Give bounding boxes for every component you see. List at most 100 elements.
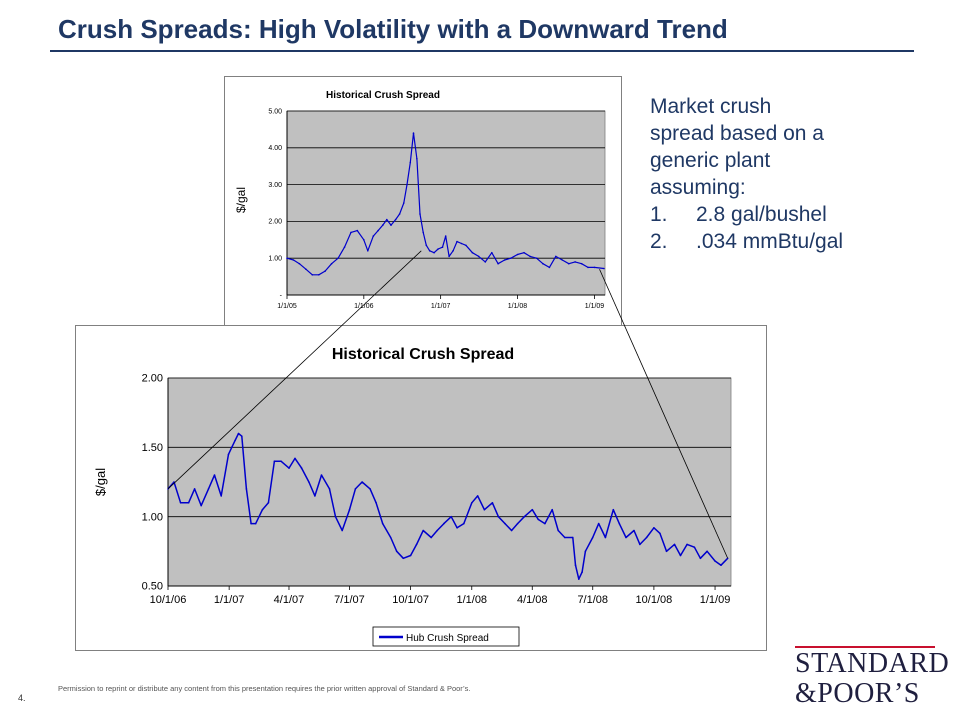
chart-overview-data-point — [394, 218, 397, 221]
chart-detail-data-point — [395, 550, 398, 553]
chart-detail-data-point — [564, 536, 566, 539]
chart-detail-data-point — [659, 532, 661, 535]
chart-overview-data-point — [363, 239, 365, 241]
chart-detail-data-point — [476, 495, 479, 497]
assumptions-note: Market crush spread based on a generic p… — [650, 93, 843, 255]
logo-rule — [795, 646, 935, 648]
footer-disclaimer: Permission to reprint or distribute any … — [58, 684, 471, 693]
chart-overview-panel: Historical Crush Spread $/gal - 1.00 2.00 3… — [224, 76, 622, 328]
note-list-number: 2. — [650, 230, 668, 253]
chart-detail-data-point — [581, 571, 583, 573]
chart-detail-data-point — [625, 536, 627, 539]
chart-detail-data-point — [369, 488, 371, 490]
chart-overview-data-point — [403, 202, 405, 204]
chart-detail-x-tick-label: 4/1/07 — [274, 594, 305, 606]
chart-detail-data-point — [241, 435, 243, 437]
chart-overview-data-point — [437, 248, 439, 250]
chart-detail-data-point — [261, 508, 264, 511]
chart-overview-data-point — [471, 251, 474, 254]
chart-overview-data-point — [330, 262, 333, 265]
chart-detail-data-point — [597, 522, 600, 525]
chart-overview-ylabel: $/gal — [234, 187, 248, 213]
chart-detail-data-point — [604, 536, 607, 539]
chart-detail-ylabel: $/gal — [93, 468, 108, 496]
chart-overview-data-point — [298, 262, 301, 265]
chart-overview-data-point — [555, 255, 557, 258]
chart-detail-data-point — [679, 554, 682, 557]
chart-detail-data-point — [497, 515, 500, 518]
chart-overview-data-point — [324, 270, 326, 272]
chart-overview-data-point — [484, 261, 487, 263]
chart-overview-data-point — [548, 266, 551, 269]
chart-detail-data-point — [375, 502, 377, 504]
legend-label: Hub Crush Spread — [406, 633, 489, 644]
chart-detail-data-point — [537, 518, 539, 521]
chart-overview-data-point — [568, 262, 570, 265]
slide-title: Crush Spreads: High Volatility with a Do… — [58, 14, 728, 44]
page-number: 4. — [18, 693, 26, 703]
chart-detail-data-point — [415, 543, 418, 546]
logo-line-1: STANDARD — [795, 648, 950, 679]
note-list-item: 2. .034 mmBtu/gal — [650, 228, 843, 255]
chart-overview-data-point — [382, 224, 384, 226]
chart-overview-data-point — [372, 235, 375, 237]
chart-detail-y-tick-label: 1.50 — [142, 442, 163, 454]
chart-overview-data-point — [510, 257, 512, 259]
chart-overview-data-point — [311, 274, 314, 276]
chart-detail-data-point — [618, 522, 621, 525]
chart-overview-data-point — [535, 257, 538, 259]
chart-overview-y-tick-label: 3.00 — [268, 182, 282, 189]
chart-overview-data-point — [425, 244, 428, 247]
note-list-item: 1. 2.8 gal/bushel — [650, 201, 843, 228]
chart-detail-data-point — [334, 515, 337, 518]
chart-detail-x-tick-label: 10/1/08 — [636, 594, 673, 606]
chart-detail-data-point — [167, 488, 169, 490]
chart-detail-data-point — [510, 529, 513, 532]
sp-logo: STANDARD &POOR’S — [785, 640, 949, 712]
chart-overview-data-point — [286, 257, 288, 259]
chart-overview-data-point — [305, 268, 307, 270]
chart-detail-data-point — [665, 550, 668, 553]
chart-detail-data-point — [207, 488, 210, 490]
chart-detail-data-point — [443, 522, 445, 525]
chart-detail-data-point — [726, 557, 729, 560]
chart-detail-data-point — [436, 529, 439, 532]
chart-overview-data-point — [516, 253, 519, 256]
chart-overview-data-point — [386, 218, 388, 221]
chart-detail-data-point — [544, 522, 546, 525]
chart-detail-data-point — [245, 488, 248, 490]
chart-overview-data-point — [422, 231, 424, 234]
chart-overview-data-point — [542, 262, 544, 265]
chart-overview-data-point — [444, 235, 447, 237]
chart-detail-data-point — [633, 529, 635, 532]
chart-detail-data-point — [267, 502, 270, 504]
chart-detail-data-point — [294, 457, 296, 460]
chart-detail-x-tick-label: 1/1/07 — [214, 594, 245, 606]
chart-detail-data-point — [308, 481, 310, 483]
chart-detail-x-tick-label: 7/1/07 — [334, 594, 365, 606]
chart-detail-data-point — [187, 502, 190, 504]
chart-detail-data-point — [320, 474, 323, 476]
chart-detail-plot-area — [167, 377, 732, 587]
chart-detail-x-tick-label: 1/1/09 — [700, 594, 731, 606]
chart-overview-data-point — [406, 183, 408, 186]
chart-overview-x-tick-label: 1/1/07 — [431, 303, 451, 310]
chart-detail-data-point — [402, 557, 405, 560]
chart-detail-data-point — [389, 536, 392, 539]
chart-detail-data-point — [699, 557, 702, 560]
chart-detail-data-point — [254, 522, 257, 525]
chart-detail-data-point — [234, 439, 236, 442]
chart-overview-data-point — [491, 251, 493, 254]
chart-detail-data-point — [381, 522, 384, 525]
chart-detail-data-point — [531, 508, 534, 511]
chart-detail-title: Historical Crush Spread — [332, 346, 514, 363]
chart-overview-data-point — [377, 229, 379, 232]
chart-detail-panel: Historical Crush Spread $/gal Hub Crush … — [75, 325, 767, 651]
chart-overview-y-tick-label: 1.00 — [268, 256, 282, 263]
chart-overview-x-tick-label: 1/1/09 — [585, 303, 605, 310]
chart-detail-data-point — [456, 527, 458, 529]
chart-detail-data-point — [300, 467, 303, 469]
chart-overview-data-point — [292, 259, 295, 261]
note-list-text: .034 mmBtu/gal — [696, 230, 844, 253]
chart-detail-y-tick-label: 2.00 — [142, 373, 163, 385]
